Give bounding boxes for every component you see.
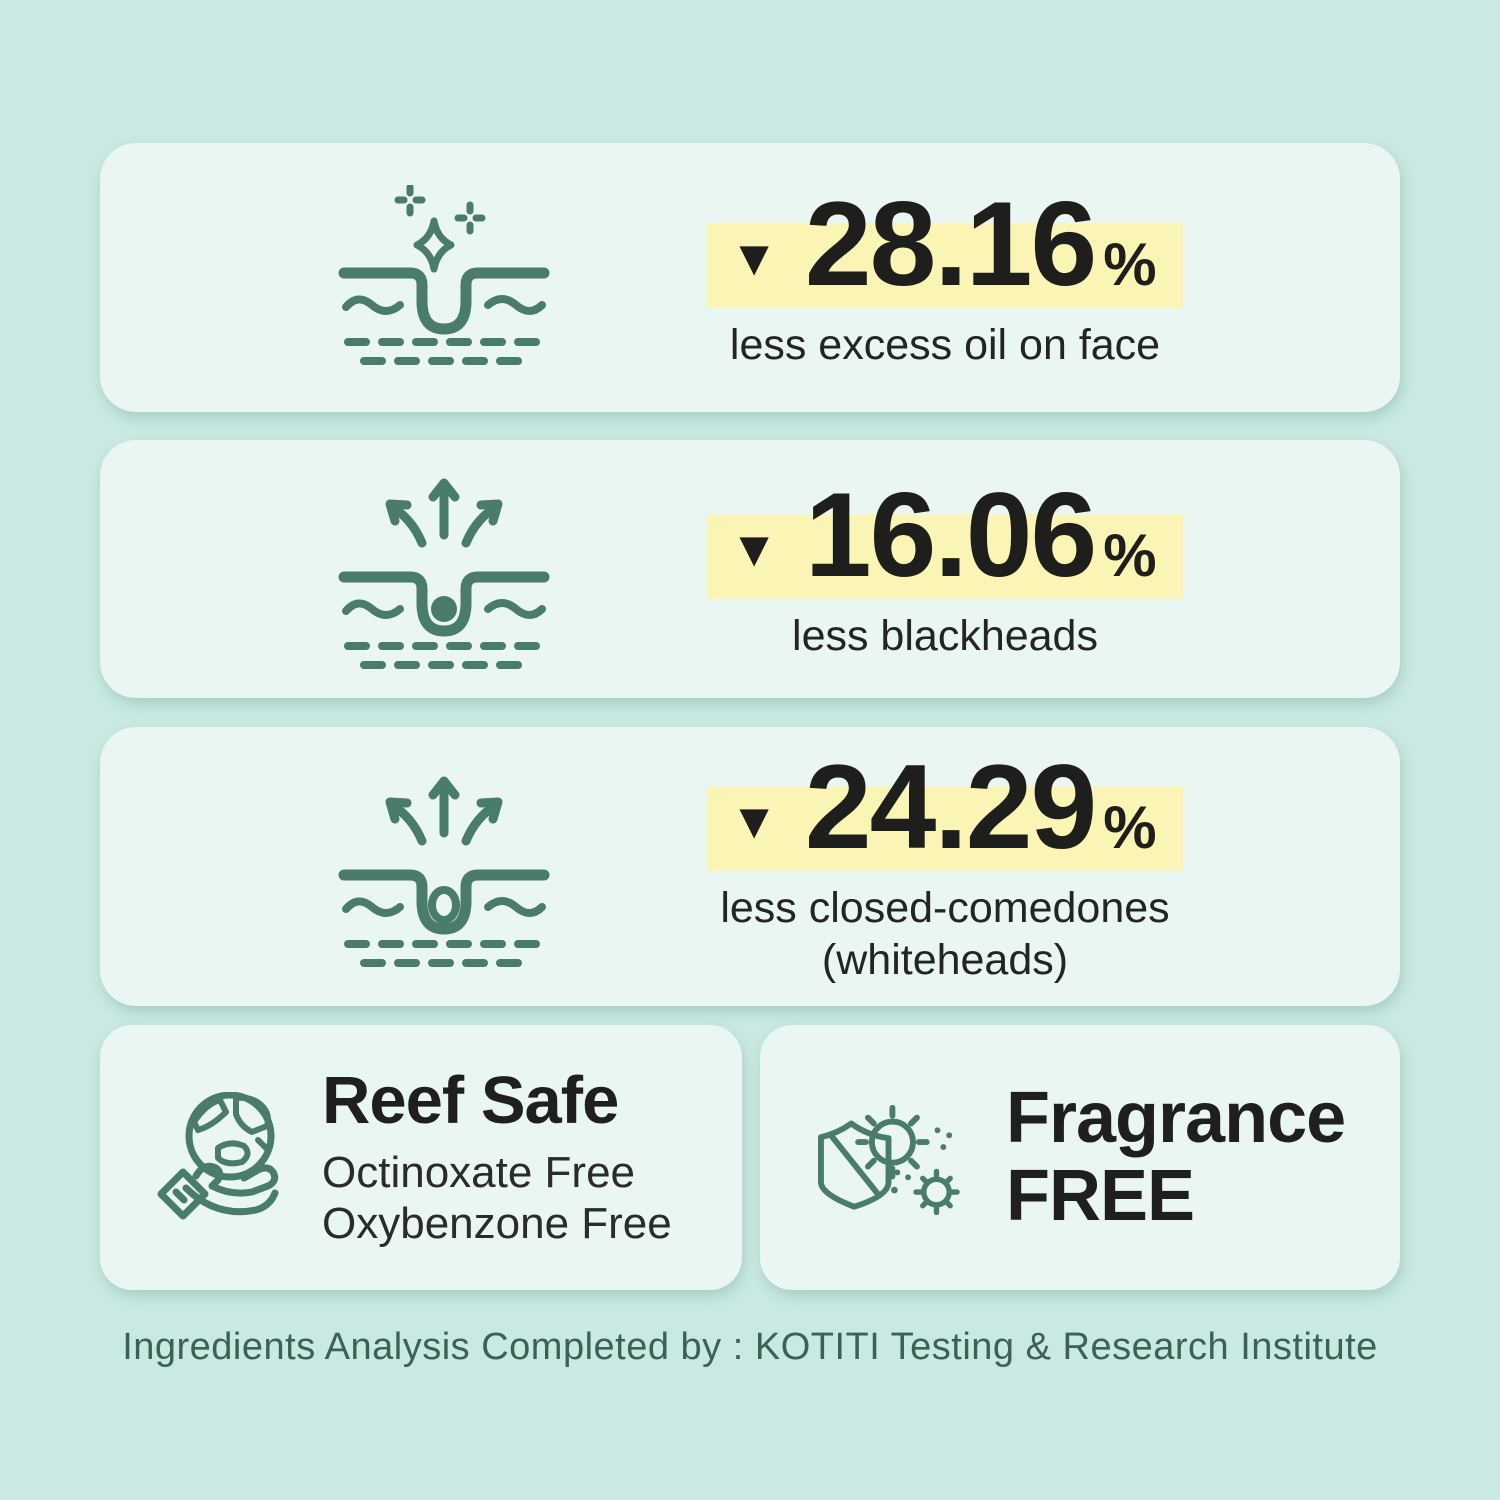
- stat-body-oil: ▼ 28.16% less excess oil on face: [550, 183, 1340, 372]
- footer-attribution: Ingredients Analysis Completed by : KOTI…: [122, 1326, 1378, 1368]
- pore-extraction-whitehead-icon: [338, 767, 550, 967]
- stat-label-blackheads: less blackheads: [792, 612, 1098, 661]
- down-triangle-icon: ▼: [729, 229, 779, 286]
- pore-extraction-blackhead-icon: [338, 469, 550, 669]
- reef-safe-title: Reef Safe: [322, 1063, 619, 1139]
- badge-text-fragrance-free: Fragrance FREE: [1006, 1077, 1346, 1236]
- clean-pore-sparkles-icon: [338, 184, 550, 371]
- stat-unit-blackheads: %: [1103, 522, 1157, 590]
- down-triangle-icon: ▼: [729, 521, 779, 578]
- badge-card-fragrance-free: Fragrance FREE: [760, 1025, 1400, 1290]
- badge-card-reef-safe: Reef Safe Octinoxate Free Oxybenzone Fre…: [100, 1025, 742, 1290]
- stat-highlight-oil: ▼ 28.16%: [707, 183, 1183, 308]
- stat-label-line2: (whiteheads): [821, 935, 1069, 984]
- reef-safe-subtitle: Octinoxate Free Oxybenzone Free: [322, 1147, 672, 1249]
- stat-highlight-blackheads: ▼ 16.06%: [707, 475, 1183, 600]
- stat-value-blackheads: 16.06: [804, 468, 1097, 603]
- fragrance-title-line2: FREE: [1006, 1155, 1195, 1236]
- stat-card-whiteheads: ▼ 24.29% less closed-comedones (whitehead…: [100, 727, 1400, 1006]
- stat-label-oil: less excess oil on face: [729, 320, 1161, 369]
- no-fragrance-shield-icon: [818, 1100, 960, 1216]
- stat-body-blackheads: ▼ 16.06% less blackheads: [550, 475, 1340, 663]
- stat-label-line1: less closed-comedones: [720, 883, 1170, 932]
- stat-card-oil: ▼ 28.16% less excess oil on face: [100, 143, 1400, 412]
- down-triangle-icon: ▼: [729, 792, 779, 849]
- stat-card-blackheads: ▼ 16.06% less blackheads: [100, 440, 1400, 698]
- stat-unit-oil: %: [1103, 230, 1157, 298]
- stat-value-oil: 28.16: [804, 176, 1097, 311]
- stat-body-whiteheads: ▼ 24.29% less closed-comedones (whitehead…: [550, 746, 1340, 986]
- reef-safe-line1: Octinoxate Free: [322, 1147, 636, 1197]
- globe-in-hand-icon: [156, 1091, 282, 1224]
- stat-label-whiteheads: less closed-comedones (whiteheads): [550, 883, 1340, 986]
- reef-safe-line2: Oxybenzone Free: [322, 1198, 672, 1248]
- stat-unit-whiteheads: %: [1103, 793, 1157, 861]
- stat-value-whiteheads: 24.29: [804, 739, 1097, 874]
- fragrance-free-title: Fragrance FREE: [1006, 1077, 1346, 1236]
- stat-highlight-whiteheads: ▼ 24.29%: [707, 746, 1183, 871]
- badge-text-reef-safe: Reef Safe Octinoxate Free Oxybenzone Fre…: [322, 1063, 672, 1249]
- fragrance-title-line1: Fragrance: [1006, 1077, 1346, 1158]
